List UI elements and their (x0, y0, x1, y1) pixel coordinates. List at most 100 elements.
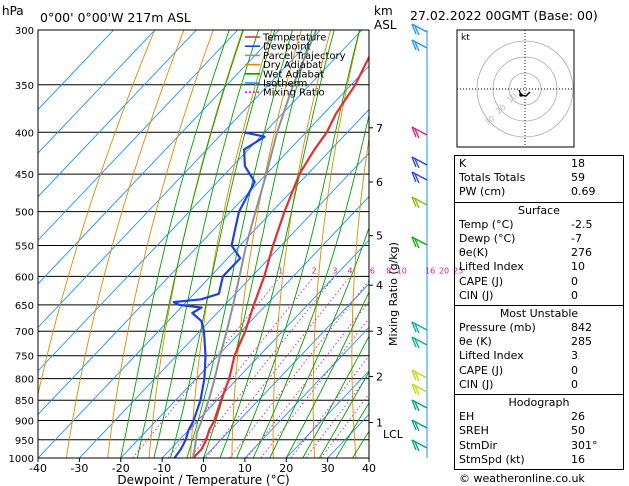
pressure-tick-label: 950 (15, 436, 34, 447)
x-tick-label: 40 (362, 462, 376, 475)
wet-adiabat-line (302, 335, 369, 458)
wet-adiabat-line (136, 30, 244, 458)
dry-adiabat-line (65, 30, 185, 458)
series-temperature (192, 54, 369, 458)
mixing-ratio-line (205, 276, 351, 458)
wet-adiabat-line (120, 30, 230, 458)
hodograph-frame (456, 29, 575, 148)
isotherm-line (203, 283, 369, 458)
row-stmspd: StmSpd (kt) 16 (459, 452, 585, 466)
wind-barb-icon (411, 171, 428, 184)
wet-adiabat-line (219, 30, 335, 458)
hodograph-trace (518, 89, 531, 97)
mixing-ratio-label: 20 (439, 266, 449, 275)
mixing-ratio-label: 25 (453, 266, 463, 275)
copyright-footer: © weatheronline.co.uk (459, 472, 585, 485)
x-tick-label: 20 (279, 462, 293, 475)
wind-barb-icon (411, 399, 428, 412)
dry-adiabat-line (623, 30, 629, 458)
pressure-tick-label: 1000 (9, 454, 34, 465)
wind-barb-icon (411, 321, 428, 334)
mixing-ratio-line (305, 373, 369, 458)
mixing-ratio-label: 10 (397, 266, 407, 275)
row-mu-thetae: θe (K) 285 (459, 335, 592, 349)
row-sfc-cape: CAPE (J) 0 (459, 274, 578, 288)
mixing-ratio-label: 4 (348, 266, 353, 275)
mixing-ratio-label: 3 (332, 266, 337, 275)
row-mu-cape: CAPE (J) 0 (459, 363, 578, 377)
row-totals: Totals Totals 59 (459, 171, 585, 185)
pressure-tick-label: 350 (15, 81, 34, 92)
datetime-title: 27.02.2022 00GMT (Base: 00) (410, 8, 598, 23)
isotherm-line (38, 30, 156, 154)
x-tick-label: -30 (70, 462, 88, 475)
row-eh: EH 26 (459, 410, 585, 424)
wind-barb-icon (411, 419, 428, 432)
wet-adiabat-line (203, 30, 313, 458)
wet-adiabat-line (169, 30, 276, 458)
mixing-ratio-label: 16 (425, 266, 435, 275)
wind-barb-icon (411, 369, 428, 382)
mixing-ratio-label: 2 (312, 266, 317, 275)
row-sfc-li: Lifted Index 10 (459, 260, 585, 274)
wet-adiabat-line (285, 290, 369, 458)
km-tick-label: 2 (376, 370, 383, 383)
pressure-tick-label: 450 (15, 170, 34, 181)
wet-adiabat-line (269, 226, 369, 458)
wind-barb-icon (411, 126, 428, 139)
row-sreh: SREH 50 (459, 424, 585, 438)
pressure-tick-label: 800 (15, 375, 34, 386)
mixing-ratio-line (260, 317, 369, 458)
asl-label: ASL (374, 18, 397, 32)
pressure-tick-label: 600 (15, 272, 34, 283)
pressure-tick-label: 750 (15, 352, 34, 363)
mixing-ratio-line (167, 276, 315, 458)
row-sfc-cin: CIN (J) 0 (459, 288, 578, 302)
isotherm-line (38, 30, 197, 198)
pressure-tick-label: 650 (15, 301, 34, 312)
wind-barb-icon (411, 439, 428, 452)
dry-adiabat-line (107, 30, 214, 458)
km-tick-label: 1 (376, 417, 383, 430)
isotherm-line (79, 152, 369, 458)
surface-box: Surface Temp (°C) -2.5 Dewp (°C) -7 θe(K) 2… (454, 202, 624, 306)
storm-motion-marker (519, 93, 523, 97)
mixing-ratio-label: 6 (370, 266, 375, 275)
x-tick-label: 10 (238, 462, 252, 475)
pressure-tick-label: 400 (15, 128, 34, 139)
wind-barb-icon (411, 39, 428, 52)
dry-adiabat-line (426, 30, 448, 458)
location-title: 0°00' 0°00'W 217m ASL (40, 10, 191, 25)
hodograph-unit-label: kt (461, 33, 470, 43)
legend-label: Dry Adiabat (263, 60, 322, 71)
pressure-tick-label: 850 (15, 396, 34, 407)
x-tick-label: 30 (321, 462, 335, 475)
km-tick-label: 6 (376, 176, 383, 189)
wind-barb-icon (411, 196, 428, 209)
wind-barb-icon (411, 336, 428, 349)
wet-adiabat-line (236, 30, 360, 458)
x-tick-label: -40 (29, 462, 47, 475)
wind-barb-icon (411, 236, 428, 249)
isotherm-line (244, 326, 369, 458)
isotherm-line (38, 30, 114, 111)
pressure-tick-label: 500 (15, 208, 34, 219)
mixing-ratio-line (246, 300, 369, 458)
pressure-unit-label: hPa (2, 4, 24, 18)
legend-label: Dewpoint (263, 42, 311, 53)
indices-panel: K 18 Totals Totals 59 PW (cm) 0.69 Surface … (454, 155, 624, 470)
most-unstable-box: Most Unstable Pressure (mb) 842 θe (K) 285… (454, 305, 624, 395)
series-dewpoint (172, 131, 266, 458)
hodograph-box-title: Hodograph (508, 396, 570, 409)
legend-label: Parcel Trajectory (263, 51, 346, 62)
legend-label: Mixing Ratio (263, 88, 325, 99)
wind-barb-icon (411, 156, 428, 169)
x-axis-label: Dewpoint / Temperature (°C) (117, 473, 289, 486)
mixing-ratio-line (189, 276, 336, 458)
dry-adiabat-line (38, 30, 156, 397)
dry-adiabat-line (351, 135, 369, 458)
pressure-tick-label: 300 (15, 26, 34, 37)
